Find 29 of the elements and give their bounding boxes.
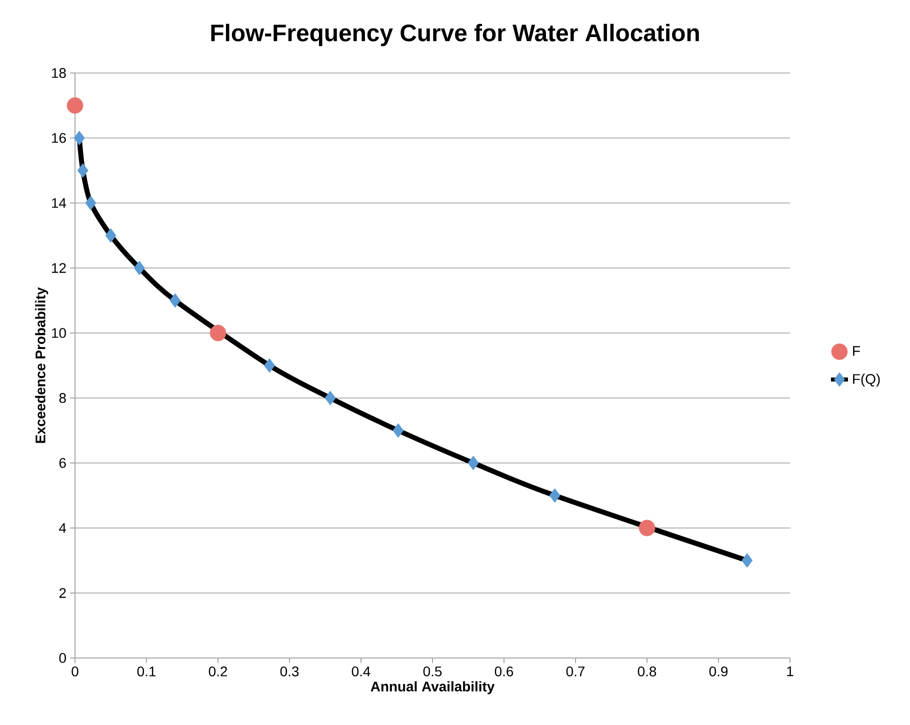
- y-tick-label: 16: [52, 133, 66, 143]
- y-tick-label: 2: [59, 588, 66, 598]
- x-tick-label: 1: [787, 666, 794, 676]
- y-tick-label: 4: [59, 523, 66, 533]
- y-tick-label: 18: [52, 68, 66, 78]
- y-tick-label: 0: [59, 653, 66, 663]
- x-tick-label: 0.7: [566, 666, 585, 676]
- x-tick-label: 0.1: [137, 666, 156, 676]
- point: [210, 324, 226, 342]
- x-axis-title: Annual Availability: [370, 681, 495, 694]
- chart-title: Flow-Frequency Curve for Water Allocation: [211, 24, 699, 46]
- y-tick-label: 14: [52, 198, 66, 208]
- point: [66, 97, 84, 114]
- y-tick-label: 12: [52, 263, 66, 273]
- point: [638, 520, 656, 536]
- y-tick-label: 6: [59, 458, 66, 468]
- legend-label: F: [853, 346, 860, 356]
- x-tick-label: 0.8: [638, 666, 656, 676]
- x-tick-label: 0.5: [423, 666, 442, 676]
- legend-label: F(Q): [853, 374, 880, 387]
- x-tick-label: 0.4: [352, 666, 370, 676]
- y-tick-label: 8: [59, 393, 66, 403]
- x-tick-label: 0: [72, 666, 78, 676]
- x-tick-label: 0.2: [208, 666, 228, 676]
- y-tick-label: 10: [52, 328, 66, 338]
- x-tick-label: 0.3: [280, 666, 299, 676]
- x-tick-label: 0.9: [709, 666, 728, 676]
- x-tick-label: 0.6: [494, 666, 514, 676]
- y-axis-title: Exceedence Probability: [35, 287, 48, 443]
